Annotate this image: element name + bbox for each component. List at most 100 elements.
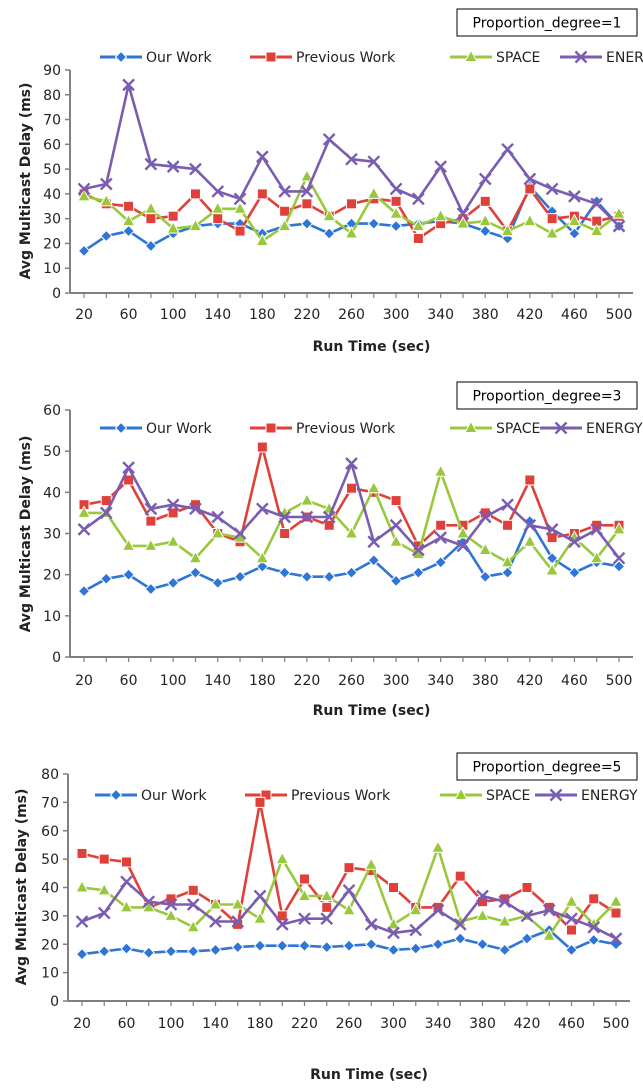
data-point [412, 566, 425, 579]
data-point [342, 883, 356, 897]
legend-marker-2 [454, 787, 468, 800]
data-point [564, 894, 579, 907]
legend-label-2: SPACE [496, 50, 540, 66]
y-axis-label: Avg Multicast Delay (ms) [18, 436, 34, 633]
data-point [456, 539, 470, 553]
data-point [97, 906, 111, 920]
data-point [521, 882, 533, 893]
data-point [567, 213, 582, 227]
chart-panel-3: Proportion_degree=5 Our Work Previous Work… [14, 752, 638, 1083]
data-point [122, 461, 135, 474]
data-point [256, 441, 268, 453]
data-point [501, 566, 514, 579]
x-tick-label-7: 300 [380, 1016, 407, 1032]
y-tick-label-9: 90 [43, 63, 61, 79]
data-point [389, 518, 403, 532]
data-point [75, 947, 89, 961]
data-point [367, 535, 381, 549]
data-point [522, 534, 537, 547]
annotation-box [456, 381, 638, 410]
x-tick-label-4: 180 [247, 1016, 274, 1032]
legend: Our Work Previous Work SPACE ENERGY [100, 420, 643, 437]
data-point [479, 224, 492, 238]
legend-label-2: SPACE [486, 788, 530, 804]
data-point [520, 909, 534, 923]
x-tick-label-8: 340 [427, 673, 454, 689]
data-point [322, 133, 336, 146]
data-point [499, 893, 511, 905]
data-point [545, 563, 559, 576]
data-point [524, 183, 536, 195]
data-point [186, 919, 201, 933]
data-point [142, 895, 156, 909]
data-point [300, 510, 314, 524]
data-point [345, 457, 358, 470]
x-tick-label-1: 60 [120, 673, 138, 689]
data-point [565, 912, 578, 926]
data-point [120, 875, 133, 889]
data-point [367, 155, 381, 169]
x-tick-label-0: 20 [73, 1016, 91, 1032]
x-tick-label-6: 260 [338, 307, 365, 323]
data-point [298, 912, 311, 926]
data-point [434, 531, 448, 544]
y-tick-label-6: 60 [41, 824, 59, 840]
data-point [433, 208, 448, 222]
data-point [320, 912, 334, 926]
data-point [497, 914, 512, 927]
y-tick-label-5: 50 [43, 444, 61, 460]
data-point [522, 213, 537, 227]
data-point [502, 519, 514, 531]
data-point [612, 551, 626, 565]
x-axis-label: Run Time (sec) [310, 1067, 428, 1083]
data-point [412, 192, 425, 206]
x-tick-label-6: 260 [338, 673, 365, 689]
data-point [319, 888, 334, 902]
data-point [300, 185, 314, 198]
data-point [389, 219, 403, 233]
y-tick-label-0: 0 [52, 286, 61, 302]
data-point [542, 903, 556, 917]
data-point [208, 896, 223, 910]
data-point [322, 208, 337, 222]
data-point [232, 918, 244, 930]
data-point [388, 882, 399, 893]
x-tick-label-4: 180 [249, 673, 276, 689]
legend-label-0: Our Work [146, 421, 212, 437]
data-point [253, 911, 267, 924]
data-point [231, 915, 245, 928]
data-point [456, 525, 470, 539]
y-axis-label: Avg Multicast Delay (ms) [14, 789, 30, 986]
data-point [100, 229, 113, 243]
y-tick-label-4: 40 [41, 881, 59, 897]
data-point [386, 916, 401, 930]
x-tick-label-6: 260 [336, 1016, 363, 1032]
x-tick-label-12: 500 [603, 1016, 630, 1032]
y-tick-label-0: 0 [50, 994, 59, 1010]
data-point [500, 554, 515, 568]
y-tick-label-8: 80 [43, 88, 61, 104]
legend-marker-3 [574, 50, 588, 64]
data-point [346, 198, 357, 210]
data-point [342, 939, 356, 952]
data-point [478, 510, 492, 524]
y-tick-label-7: 70 [41, 795, 59, 811]
data-point [144, 502, 158, 516]
data-point [256, 188, 268, 200]
data-point [412, 543, 425, 557]
data-point [498, 895, 512, 909]
data-point [211, 185, 225, 198]
data-point [453, 918, 467, 931]
data-point [411, 218, 426, 232]
data-point [612, 219, 626, 233]
data-point [590, 197, 604, 211]
data-point [344, 525, 359, 539]
x-tick-label-5: 220 [294, 307, 321, 323]
data-point [612, 560, 626, 573]
data-point [166, 221, 181, 234]
data-point [123, 200, 135, 212]
data-point [431, 938, 445, 951]
data-point [210, 525, 225, 539]
x-tick-label-8: 340 [427, 307, 454, 323]
legend-label-1: Previous Work [296, 421, 396, 437]
